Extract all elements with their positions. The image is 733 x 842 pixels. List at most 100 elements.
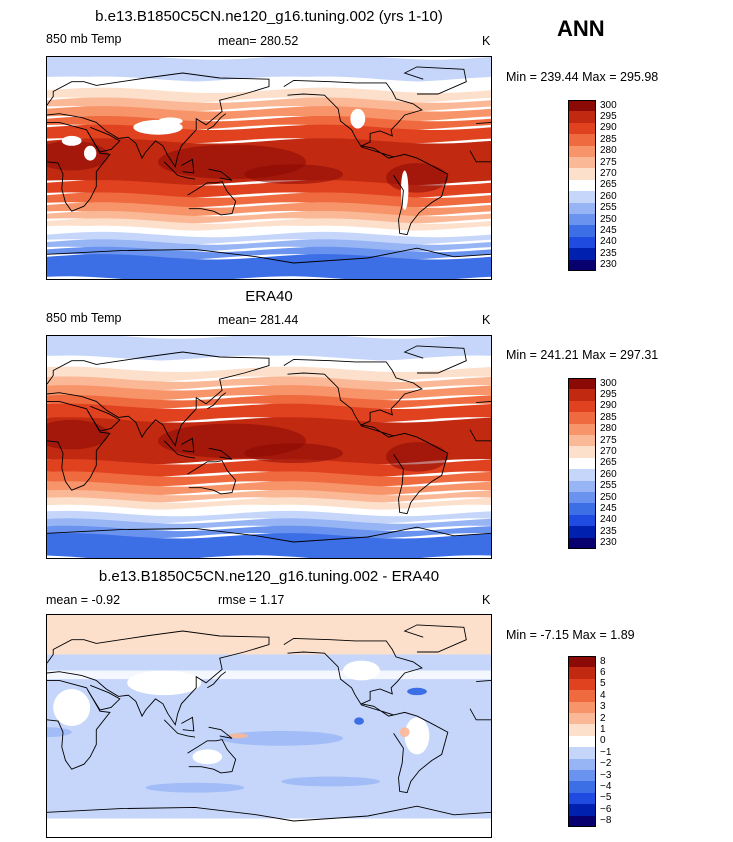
- panel2-minmax: Min = 241.21 Max = 297.31: [506, 348, 658, 362]
- colorbar-swatch: [568, 111, 596, 124]
- colorbar-swatch: [568, 157, 596, 169]
- panel2-units: K: [482, 313, 491, 327]
- colorbar-swatch: [568, 690, 596, 703]
- panel3-map: [46, 614, 492, 838]
- colorbar-swatch: [568, 492, 596, 504]
- colorbar-swatch: [568, 400, 596, 413]
- panel1-minmax: Min = 239.44 Max = 295.98: [506, 70, 658, 84]
- colorbar-swatch: [568, 259, 596, 272]
- panel3-title: b.e13.B1850C5CN.ne120_g16.tuning.002 - E…: [98, 568, 440, 585]
- colorbar-swatch: [568, 469, 596, 482]
- colorbar-swatch: [568, 248, 596, 261]
- panel3-rmse: rmse = 1.17: [218, 593, 284, 607]
- panel1-map: [46, 56, 492, 280]
- colorbar-swatch: [568, 514, 596, 527]
- colorbar-tick-label: 260: [600, 190, 617, 202]
- panel3-mean: mean = -0.92: [46, 593, 120, 607]
- panel3-minmax: Min = -7.15 Max = 1.89: [506, 628, 635, 642]
- colorbar-tick-label: 2: [600, 712, 606, 724]
- colorbar-tick-label: 250: [600, 491, 617, 503]
- colorbar-tick-label: 240: [600, 236, 617, 248]
- colorbar-swatch: [568, 134, 596, 147]
- colorbar-swatch: [568, 770, 596, 782]
- colorbar-tick-label: 260: [600, 468, 617, 480]
- panel3-max-label: Max =: [572, 628, 607, 642]
- colorbar-swatch: [568, 412, 596, 425]
- colorbar-tick-label: 3: [600, 701, 606, 713]
- colorbar-tick-label: 230: [600, 537, 617, 549]
- panel3-rmse-value: 1.17: [260, 593, 285, 607]
- colorbar-tick-label: 290: [600, 122, 617, 134]
- panel1-mean: mean= 280.52: [218, 34, 298, 48]
- panel3-min-value: -7.15: [540, 628, 569, 642]
- panel3-max-value: 1.89: [610, 628, 635, 642]
- colorbar-swatch: [568, 781, 596, 794]
- colorbar-tick-label: 265: [600, 179, 617, 191]
- panel2-max-value: 297.31: [620, 348, 659, 362]
- colorbar-tick-label: 245: [600, 502, 617, 514]
- colorbar-swatch: [568, 537, 596, 550]
- panel2-mean-label: mean=: [218, 313, 257, 327]
- panel1-max-value: 295.98: [620, 70, 659, 84]
- colorbar-tick-label: −5: [600, 792, 612, 804]
- colorbar-swatch: [568, 100, 596, 112]
- panel1-units: K: [482, 34, 491, 48]
- colorbar-tick-label: 5: [600, 678, 606, 690]
- colorbar-swatch: [568, 446, 596, 459]
- colorbar-swatch: [568, 804, 596, 817]
- colorbar-swatch: [568, 735, 596, 748]
- colorbar-swatch: [568, 758, 596, 771]
- colorbar-swatch: [568, 713, 596, 725]
- panel2-title: ERA40: [245, 288, 293, 305]
- panel2-min-label: Min =: [506, 348, 537, 362]
- season-label: ANN: [557, 16, 605, 41]
- colorbar-swatch: [568, 236, 596, 249]
- panel1-min-label: Min =: [506, 70, 537, 84]
- colorbar-swatch: [568, 815, 596, 828]
- colorbar-tick-label: 300: [600, 99, 617, 111]
- colorbar-swatch: [568, 202, 596, 215]
- panel1-variable-label: 850 mb Temp: [46, 32, 122, 46]
- colorbar-tick-label: 270: [600, 445, 617, 457]
- colorbar-tick-label: −1: [600, 746, 612, 758]
- colorbar-swatch: [568, 122, 596, 135]
- colorbar-tick-label: 240: [600, 514, 617, 526]
- panel3-mean-label: mean =: [46, 593, 89, 607]
- panel2-min-value: 241.21: [540, 348, 579, 362]
- panel2-map: [46, 335, 492, 559]
- colorbar-swatch: [568, 168, 596, 181]
- colorbar-tick-label: 4: [600, 689, 606, 701]
- colorbar-tick-label: −8: [600, 815, 612, 827]
- colorbar-swatch: [568, 656, 596, 668]
- colorbar-swatch: [568, 480, 596, 493]
- panel1-min-value: 239.44: [540, 70, 579, 84]
- colorbar-swatch: [568, 792, 596, 805]
- colorbar-swatch: [568, 214, 596, 226]
- colorbar-tick-label: 235: [600, 247, 617, 259]
- colorbar-tick-label: 6: [600, 666, 606, 678]
- panel1-max-label: Max =: [582, 70, 617, 84]
- panel1-mean-label: mean=: [218, 34, 257, 48]
- panel3-rmse-label: rmse =: [218, 593, 257, 607]
- panel1-colorbar: 300 295 290 285 280 275 270 265 260 255 250 245 240 2…: [568, 100, 628, 272]
- colorbar-tick-label: 255: [600, 202, 617, 214]
- panel2-mean-value: 281.44: [260, 313, 299, 327]
- panel2-mean: mean= 281.44: [218, 313, 298, 327]
- colorbar-tick-label: 1: [600, 723, 606, 735]
- colorbar-swatch: [568, 145, 596, 158]
- colorbar-tick-label: 275: [600, 156, 617, 168]
- colorbar-swatch: [568, 457, 596, 470]
- colorbar-tick-label: 280: [600, 423, 617, 435]
- colorbar-swatch: [568, 747, 596, 760]
- colorbar-swatch: [568, 701, 596, 714]
- colorbar-tick-label: 8: [600, 655, 606, 667]
- colorbar-swatch: [568, 678, 596, 691]
- colorbar-tick-label: 285: [600, 133, 617, 145]
- panel1-title: b.e13.B1850C5CN.ne120_g16.tuning.002 (yr…: [95, 8, 443, 25]
- colorbar-swatch: [568, 389, 596, 402]
- panel3-units: K: [482, 593, 491, 607]
- panel1-mean-value: 280.52: [260, 34, 299, 48]
- colorbar-swatch: [568, 179, 596, 192]
- panel3-mean-value: -0.92: [91, 593, 121, 607]
- colorbar-swatch: [568, 503, 596, 516]
